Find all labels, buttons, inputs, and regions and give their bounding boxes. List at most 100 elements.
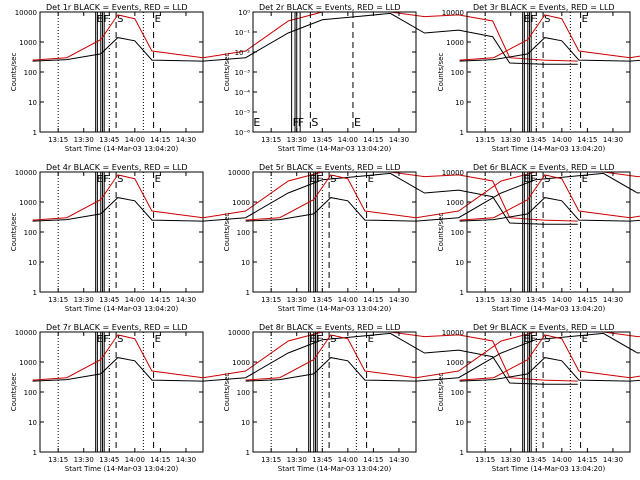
- events-series-line: [245, 332, 640, 382]
- x-tick-label: 13:15: [48, 456, 68, 464]
- plot-frame: [252, 331, 417, 453]
- x-tick-label: 14:15: [577, 296, 597, 304]
- y-tick-label: 10: [241, 259, 250, 267]
- marker-letter: S: [311, 116, 318, 129]
- x-axis-label: Start Time (14-Mar-03 13:04:20): [65, 465, 179, 473]
- detector-panel-6: Det 6r BLACK = Events, RED = LLD 1 10 100 10…: [437, 163, 640, 313]
- marker-letter: E: [582, 14, 588, 25]
- detector-panel-7: Det 7r BLACK = Events, RED = LLD 1 10 100 10…: [10, 323, 578, 473]
- y-tick-label: 100: [24, 229, 37, 237]
- y-tick-label: 10: [455, 259, 464, 267]
- x-tick-label: 13:30: [501, 136, 521, 144]
- events-series-line: [245, 172, 640, 222]
- x-tick-label: 13:15: [261, 136, 281, 144]
- x-tick-label: 13:30: [287, 296, 307, 304]
- y-tick-label: 10: [455, 419, 464, 427]
- y-tick-label: 10000: [442, 9, 464, 17]
- marker-letter: E: [582, 174, 588, 185]
- x-tick-label: 14:30: [603, 136, 623, 144]
- marker-letter: E: [97, 334, 103, 345]
- x-tick-label: 14:30: [603, 456, 623, 464]
- plot-frame: [39, 171, 204, 293]
- y-axis-label: Counts/sec: [223, 373, 231, 412]
- detector-panel-9: Det 9r BLACK = Events, RED = LLD 1 10 100 10…: [437, 323, 640, 473]
- x-tick-label: 13:15: [475, 136, 495, 144]
- events-series-line: [459, 197, 640, 222]
- x-tick-label: 14:15: [150, 136, 170, 144]
- plot-frame: [466, 331, 631, 453]
- x-axis-label: Start Time (14-Mar-03 13:04:20): [65, 305, 179, 313]
- x-axis-label: Start Time (14-Mar-03 13:04:20): [278, 465, 392, 473]
- x-tick-label: 13:45: [99, 296, 119, 304]
- marker-letter: E: [310, 174, 316, 185]
- y-tick-label: 1000: [446, 359, 464, 367]
- marker-letter: F: [293, 116, 299, 129]
- plot-frame: [39, 331, 204, 453]
- marker-letter: E: [155, 174, 161, 185]
- y-tick-label: 100: [237, 229, 250, 237]
- x-tick-label: 14:30: [389, 456, 409, 464]
- x-tick-label: 13:15: [48, 136, 68, 144]
- marker-letter: E: [524, 334, 530, 345]
- x-tick-label: 14:00: [552, 456, 572, 464]
- x-tick-label: 13:15: [261, 456, 281, 464]
- x-tick-label: 13:45: [312, 136, 332, 144]
- x-tick-label: 13:45: [526, 456, 546, 464]
- x-tick-label: 13:30: [501, 296, 521, 304]
- x-tick-label: 14:30: [176, 136, 196, 144]
- marker-letter: F: [298, 116, 304, 129]
- panel-title: Det 1r BLACK = Events, RED = LLD: [46, 3, 188, 12]
- marker-letter: E: [97, 14, 103, 25]
- events-series-line: [32, 332, 578, 385]
- x-tick-label: 13:15: [475, 296, 495, 304]
- panel-title: Det 3r BLACK = Events, RED = LLD: [473, 3, 615, 12]
- x-tick-label: 13:45: [312, 456, 332, 464]
- y-axis-label: Counts/sec: [437, 373, 445, 412]
- y-tick-label: 10⁻⁶: [235, 129, 251, 137]
- panel-title: Det 8r BLACK = Events, RED = LLD: [259, 323, 401, 332]
- x-tick-label: 14:30: [176, 296, 196, 304]
- x-tick-label: 13:45: [526, 296, 546, 304]
- x-tick-label: 13:30: [74, 136, 94, 144]
- x-tick-label: 14:00: [338, 296, 358, 304]
- plot-frame: [39, 11, 204, 133]
- marker-letter: S: [330, 334, 336, 345]
- x-axis-label: Start Time (14-Mar-03 13:04:20): [492, 145, 606, 153]
- detector-panel-3: Det 3r BLACK = Events, RED = LLD 1 10 100 10…: [437, 3, 640, 153]
- marker-letter: S: [544, 174, 550, 185]
- y-tick-label: 10: [28, 99, 37, 107]
- panel-title: Det 7r BLACK = Events, RED = LLD: [46, 323, 188, 332]
- y-tick-label: 10: [28, 259, 37, 267]
- x-axis-label: Start Time (14-Mar-03 13:04:20): [492, 465, 606, 473]
- x-tick-label: 13:15: [261, 296, 281, 304]
- lld-series-line: [32, 171, 578, 222]
- x-tick-label: 14:30: [389, 296, 409, 304]
- x-tick-label: 14:00: [125, 136, 145, 144]
- x-tick-label: 14:00: [338, 136, 358, 144]
- events-series-line: [459, 357, 640, 382]
- plot-frame: [252, 11, 417, 133]
- y-tick-label: 10000: [15, 9, 37, 17]
- y-tick-label: 1: [246, 449, 250, 457]
- y-tick-label: 10⁻³: [235, 69, 251, 77]
- plot-frame: [252, 171, 417, 293]
- panel-title: Det 2r BLACK = Events, RED = LLD: [259, 3, 401, 12]
- lld-series-line: [459, 174, 640, 221]
- y-tick-label: 100: [451, 229, 464, 237]
- marker-letter: E: [97, 174, 103, 185]
- lld-series-line: [245, 331, 640, 381]
- marker-letter: F: [103, 14, 109, 25]
- y-tick-label: 100: [24, 69, 37, 77]
- x-tick-label: 14:00: [125, 296, 145, 304]
- marker-letter: S: [117, 14, 123, 25]
- marker-letter: S: [544, 14, 550, 25]
- marker-letter: E: [310, 334, 316, 345]
- x-tick-label: 13:45: [526, 136, 546, 144]
- y-tick-label: 1: [246, 289, 250, 297]
- marker-letter: S: [117, 174, 123, 185]
- marker-letter: E: [354, 116, 361, 129]
- y-tick-label: 1: [460, 129, 464, 137]
- y-tick-label: 1000: [232, 359, 250, 367]
- x-tick-label: 13:30: [74, 296, 94, 304]
- y-axis-label: Counts/sec: [10, 53, 18, 92]
